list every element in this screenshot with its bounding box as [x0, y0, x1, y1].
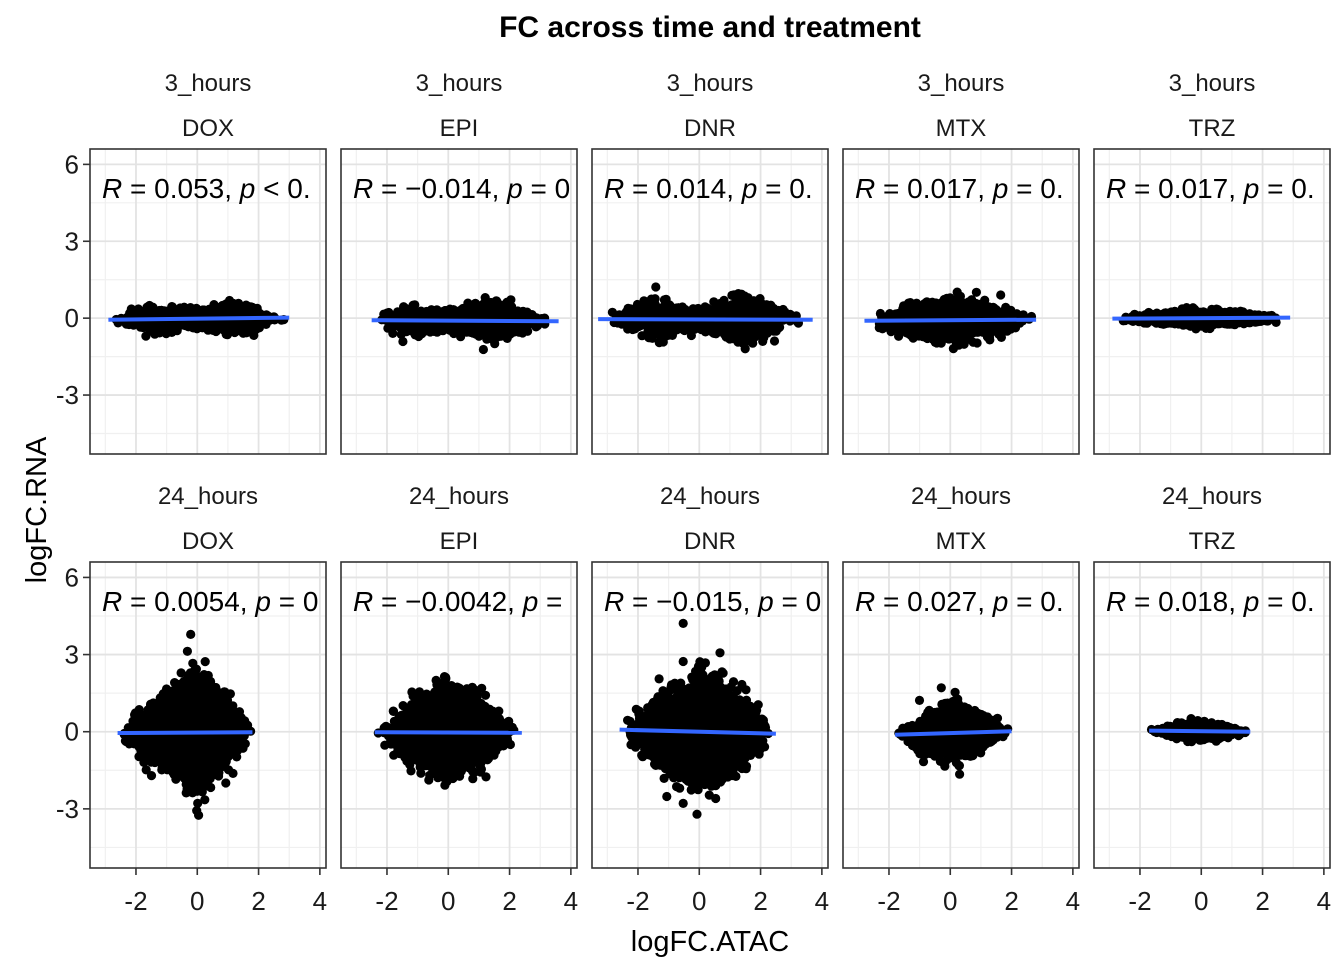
data-point [657, 336, 666, 345]
data-point [379, 310, 388, 319]
data-point [772, 327, 781, 336]
facet-panel: 3_hours DOX R = 0.053, p < 0. -3 0 3 6 [56, 70, 326, 454]
data-point [741, 320, 750, 329]
data-point [472, 329, 481, 338]
data-point [744, 293, 753, 302]
strip-label-time: 3_hours [416, 70, 503, 97]
data-point [141, 332, 150, 341]
regression-line [598, 319, 813, 320]
regression-line [108, 318, 289, 320]
strip-label-treatment: DNR [684, 115, 736, 142]
correlation-annotation: R = −0.014, p = 0 [353, 173, 570, 204]
data-point [719, 301, 728, 310]
facet-panels: 3_hours DOX R = 0.053, p < 0. -3 0 3 6 3_hours E… [56, 70, 1331, 916]
data-point [623, 324, 632, 333]
data-point [770, 336, 779, 345]
data-point [155, 326, 164, 335]
data-point [757, 299, 766, 308]
data-point [167, 328, 176, 337]
data-point [491, 302, 500, 311]
data-point [742, 337, 751, 346]
data-point [479, 345, 488, 354]
correlation-annotation: R = 0.053, p < 0. [102, 173, 311, 204]
y-tick-label: 6 [65, 149, 79, 179]
strip-label-time: 3_hours [165, 70, 252, 97]
data-point [636, 306, 645, 315]
correlation-annotation: R = 0.014, p = 0. [604, 173, 813, 204]
data-point [507, 302, 516, 311]
data-point [410, 300, 419, 309]
strip-label-treatment: MTX [936, 115, 987, 142]
data-point [687, 326, 696, 335]
data-point [769, 305, 778, 314]
data-point [752, 309, 761, 318]
data-point [756, 324, 765, 333]
data-point [651, 282, 660, 291]
facet-panel: 3_hours DNR R = 0.014, p = 0. [592, 70, 828, 454]
data-point [500, 324, 509, 333]
data-point [388, 329, 397, 338]
data-point [637, 331, 646, 340]
chart-title: FC across time and treatment [499, 11, 921, 44]
data-point [511, 322, 520, 331]
y-tick-label: -3 [56, 380, 79, 410]
data-point [608, 308, 617, 317]
x-axis-label: logFC.ATAC [631, 926, 789, 958]
y-tick-label: 3 [65, 226, 79, 256]
strip-label-treatment: DOX [182, 115, 234, 142]
y-axis-label: logFC.RNA [21, 436, 53, 583]
data-point [731, 300, 740, 309]
data-point [648, 334, 657, 343]
data-point [733, 323, 742, 332]
data-point [231, 305, 240, 314]
data-point [709, 297, 718, 306]
data-point [722, 332, 731, 341]
facet-panel: 3_hours EPI R = −0.014, p = 0 [341, 70, 577, 454]
data-point [242, 328, 251, 337]
data-point [698, 322, 707, 331]
strip-label-time: 3_hours [918, 70, 1005, 97]
data-point [398, 337, 407, 346]
data-point [499, 306, 508, 315]
regression-line [372, 320, 559, 321]
strip-label-treatment: EPI [440, 115, 479, 142]
y-tick-label: 0 [65, 303, 79, 333]
data-point [400, 309, 409, 318]
data-point [759, 333, 768, 342]
strip-label-time: 3_hours [667, 70, 754, 97]
